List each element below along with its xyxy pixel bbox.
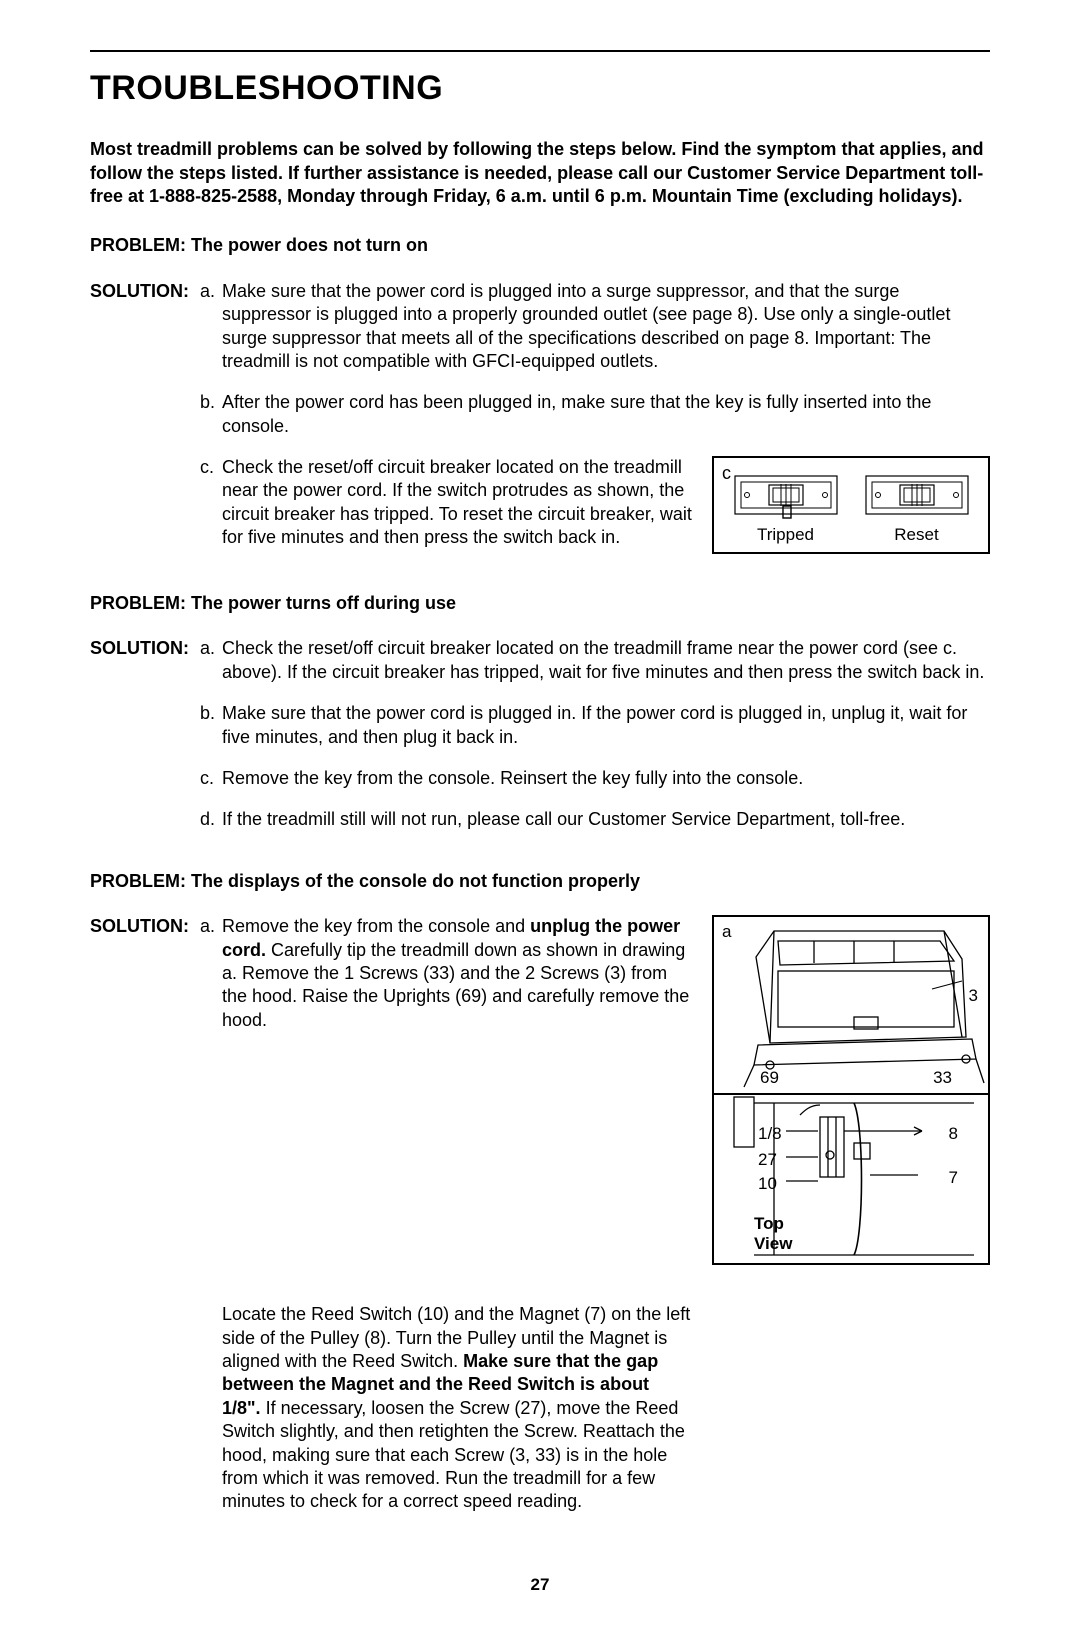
item-letter: a. [200, 915, 222, 1265]
problem-3-heading: PROBLEM: The displays of the console do … [90, 870, 990, 893]
callout-10: 10 [758, 1173, 777, 1195]
solution-prefix: SOLUTION: [90, 637, 200, 849]
solution-item: b. After the power cord has been plugged… [200, 391, 990, 438]
topview-label-2: View [754, 1233, 792, 1255]
p3-para2-post: If necessary, loosen the Screw (27), mov… [222, 1398, 685, 1512]
callout-33: 33 [933, 1067, 952, 1089]
item-letter: b. [200, 391, 222, 438]
callout-8: 8 [949, 1123, 958, 1145]
intro-paragraph: Most treadmill problems can be solved by… [90, 138, 990, 208]
page-number: 27 [90, 1574, 990, 1596]
solution-item: c. Remove the key from the console. Rein… [200, 767, 990, 790]
callout-gap: 1/8 [758, 1123, 782, 1145]
item-letter: c. [200, 767, 222, 790]
solution-2-block: SOLUTION: a. Check the reset/off circuit… [90, 637, 990, 849]
solution-item: a. Make sure that the power cord is plug… [200, 280, 990, 374]
solution-prefix: SOLUTION: [90, 280, 200, 572]
topview-label-1: Top [754, 1213, 784, 1235]
figure-c-label: c [722, 462, 731, 485]
solution-1-block: SOLUTION: a. Make sure that the power co… [90, 280, 990, 572]
problem-prefix: PROBLEM: [90, 593, 186, 613]
reset-switch-icon [862, 466, 972, 522]
solution-3-para2: Locate the Reed Switch (10) and the Magn… [222, 1303, 692, 1514]
solution-item: a. Remove the key from the console and u… [200, 915, 990, 1265]
item-letter: a. [200, 637, 222, 684]
solution-item: d. If the treadmill still will not run, … [200, 808, 990, 831]
callout-7: 7 [949, 1167, 958, 1189]
solution-2c-text: Remove the key from the console. Reinser… [222, 767, 990, 790]
callout-69: 69 [760, 1067, 779, 1089]
callout-3: 3 [969, 985, 978, 1007]
tripped-caption: Tripped [757, 524, 814, 546]
p3a-post1: Carefully tip the treadmill down as show… [222, 940, 689, 1030]
solution-item: a. Check the reset/off circuit breaker l… [200, 637, 990, 684]
problem-2-title: The power turns off during use [191, 593, 456, 613]
solution-2d-text: If the treadmill still will not run, ple… [222, 808, 990, 831]
problem-3-title: The displays of the console do not funct… [191, 871, 640, 891]
item-letter: d. [200, 808, 222, 831]
reset-caption: Reset [894, 524, 938, 546]
page-title: TROUBLESHOOTING [90, 66, 990, 110]
problem-1-heading: PROBLEM: The power does not turn on [90, 234, 990, 257]
solution-3-block: SOLUTION: a. Remove the key from the con… [90, 915, 990, 1283]
problem-prefix: PROBLEM: [90, 235, 186, 255]
problem-1-title: The power does not turn on [191, 235, 428, 255]
solution-item: c. Check the reset/off circuit breaker l… [200, 456, 990, 554]
solution-1a-text: Make sure that the power cord is plugged… [222, 280, 990, 374]
problem-prefix: PROBLEM: [90, 871, 186, 891]
problem-2-heading: PROBLEM: The power turns off during use [90, 592, 990, 615]
top-rule [90, 50, 990, 52]
solution-3a-text: Remove the key from the console and unpl… [222, 915, 694, 1032]
item-letter: a. [200, 280, 222, 374]
figure-a-treadmill: a [712, 915, 990, 1265]
callout-27: 27 [758, 1149, 777, 1171]
solution-item: b. Make sure that the power cord is plug… [200, 702, 990, 749]
p3a-pre: Remove the key from the console and [222, 916, 530, 936]
solution-2b-text: Make sure that the power cord is plugged… [222, 702, 990, 749]
solution-1b-text: After the power cord has been plugged in… [222, 391, 990, 438]
solution-2a-text: Check the reset/off circuit breaker loca… [222, 637, 990, 684]
solution-prefix: SOLUTION: [90, 915, 200, 1283]
item-letter: c. [200, 456, 222, 554]
figure-c-circuit-breaker: c [712, 456, 990, 554]
item-letter: b. [200, 702, 222, 749]
solution-1c-text: Check the reset/off circuit breaker loca… [222, 456, 694, 550]
tripped-switch-icon [731, 466, 841, 522]
